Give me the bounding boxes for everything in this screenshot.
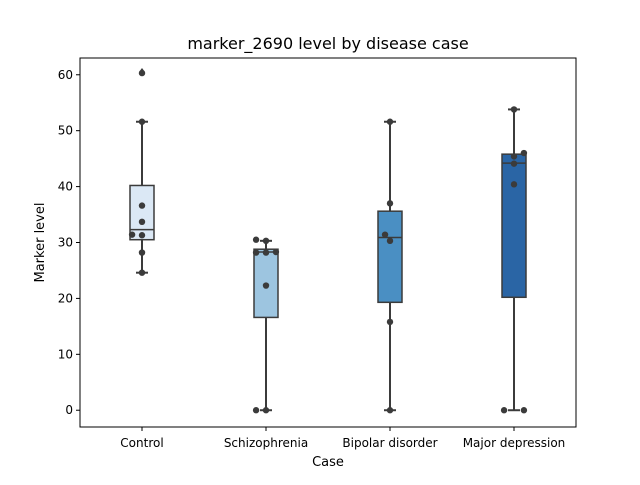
x-tick-label: Major depression bbox=[463, 436, 566, 450]
data-point bbox=[510, 160, 518, 167]
plot-area: 0 10 20 30 40 50 60 Control Schizophrenia Bipolar… bbox=[58, 57, 577, 450]
data-point bbox=[272, 248, 280, 256]
y-axis-label: Marker level bbox=[33, 203, 48, 283]
y-tick-label: 40 bbox=[58, 180, 73, 194]
data-point bbox=[386, 237, 394, 245]
data-point bbox=[500, 407, 508, 414]
data-point bbox=[262, 249, 270, 256]
box-group bbox=[129, 67, 155, 274]
data-point bbox=[520, 407, 528, 414]
data-point bbox=[138, 232, 146, 239]
data-point bbox=[138, 269, 146, 276]
chart-title: marker_2690 level by disease case bbox=[187, 34, 468, 54]
data-point bbox=[128, 231, 136, 238]
data-point bbox=[510, 181, 518, 188]
data-point bbox=[510, 106, 518, 113]
box-rect bbox=[501, 153, 527, 299]
y-tick-label: 0 bbox=[65, 403, 73, 417]
data-point bbox=[386, 118, 394, 125]
y-tick-label: 50 bbox=[58, 124, 73, 138]
data-point bbox=[252, 236, 260, 243]
box-rect bbox=[129, 184, 155, 241]
x-tick-label: Bipolar disorder bbox=[342, 436, 437, 450]
data-point bbox=[138, 202, 146, 209]
y-tick-label: 10 bbox=[58, 347, 73, 361]
data-point bbox=[138, 249, 146, 256]
data-point bbox=[386, 407, 394, 414]
data-point bbox=[386, 200, 394, 207]
box-group bbox=[377, 120, 403, 412]
data-point bbox=[386, 318, 394, 326]
data-point bbox=[510, 153, 518, 160]
x-axis-label: Case bbox=[312, 455, 344, 470]
y-tick-label: 60 bbox=[58, 68, 73, 82]
data-point bbox=[138, 118, 146, 125]
data-point bbox=[252, 407, 260, 414]
data-point bbox=[520, 149, 528, 157]
y-tick-label: 20 bbox=[58, 291, 73, 305]
data-point bbox=[262, 237, 270, 245]
data-point bbox=[381, 231, 389, 238]
data-point bbox=[262, 282, 270, 289]
box-group bbox=[501, 108, 527, 412]
box-rect bbox=[377, 210, 403, 304]
data-point bbox=[138, 69, 146, 77]
box-group bbox=[253, 239, 279, 412]
data-point bbox=[262, 407, 270, 414]
x-tick-label: Control bbox=[120, 436, 163, 450]
data-point bbox=[138, 218, 146, 226]
data-point bbox=[252, 249, 260, 256]
y-tick-label: 30 bbox=[58, 236, 73, 250]
x-tick-label: Schizophrenia bbox=[224, 436, 308, 450]
